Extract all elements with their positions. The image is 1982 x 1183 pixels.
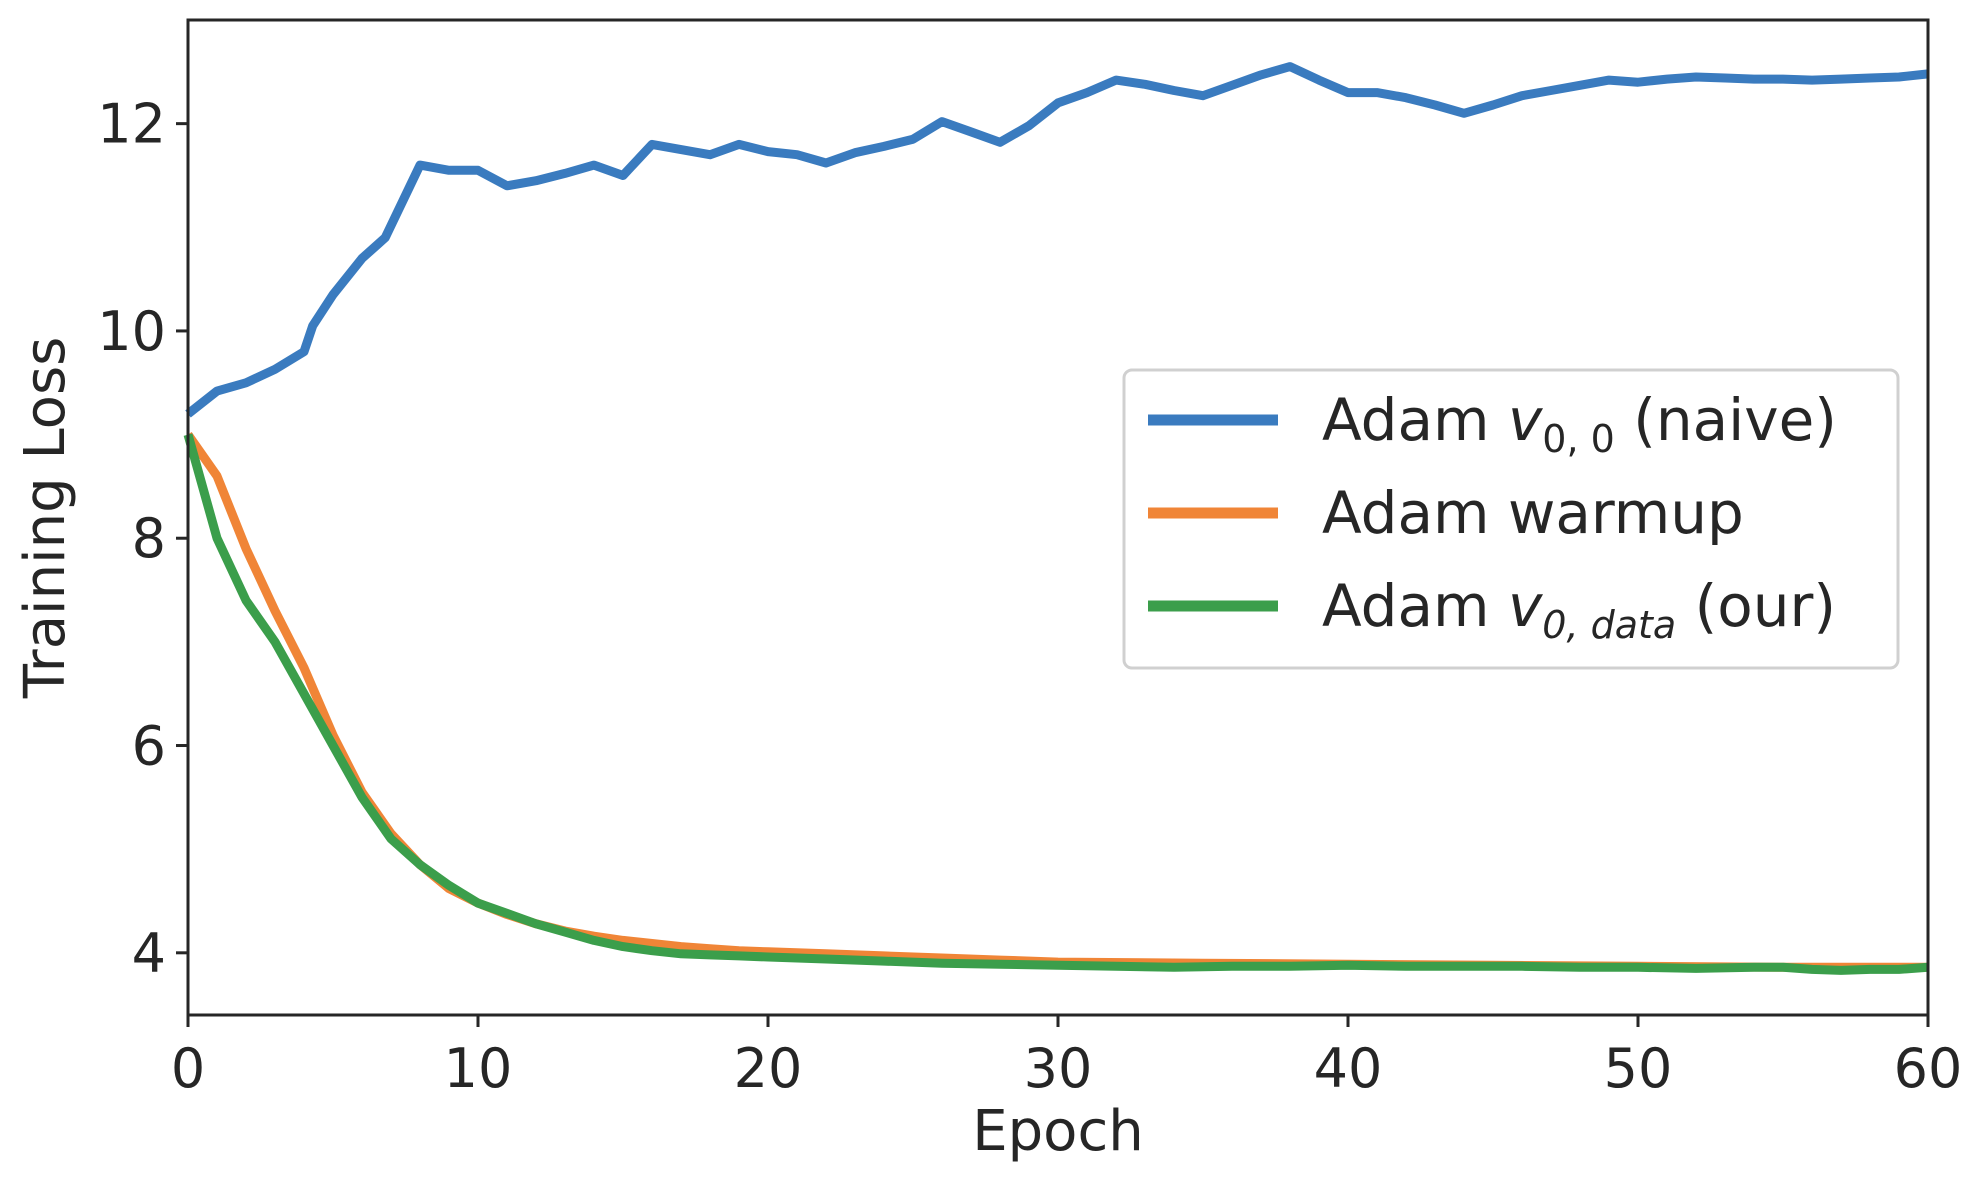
x-tick-label: 30 [1024, 1037, 1093, 1100]
series-line-1 [185, 62, 1929, 418]
legend-label-3: Adam v0, data (our) [1322, 572, 1836, 647]
legend-label-subscript: 0, data [1542, 603, 1676, 647]
x-tick-label: 50 [1604, 1037, 1673, 1100]
series-lines [183, 62, 1929, 975]
y-axis-label: Training Loss [13, 337, 78, 700]
x-tick-label: 40 [1314, 1037, 1383, 1100]
y-tick-label: 4 [132, 922, 166, 985]
legend-label-prefix: Adam warmup [1322, 479, 1744, 547]
legend-box [1122, 368, 1900, 670]
x-tick-label: 10 [444, 1037, 513, 1100]
x-tick-label: 20 [734, 1037, 803, 1100]
y-tick-label: 6 [132, 715, 166, 778]
y-tick-label: 12 [97, 93, 166, 156]
x-axis-ticks: 0 10 20 30 40 50 60 [171, 1015, 1963, 1100]
x-axis-label: Epoch [972, 1099, 1143, 1164]
x-tick-label: 60 [1894, 1037, 1963, 1100]
legend-label-suffix: (our) [1676, 572, 1836, 640]
legend-label-prefix: Adam [1322, 572, 1508, 640]
x-tick-label: 0 [171, 1037, 205, 1100]
y-tick-label: 8 [132, 507, 166, 570]
legend-label-subscript: 0, 0 [1542, 417, 1615, 461]
y-axis-ticks: 4 6 8 10 12 [97, 93, 188, 985]
legend-label-suffix: (naive) [1615, 386, 1837, 454]
y-tick-label: 10 [97, 300, 166, 363]
series-line-3 [183, 433, 1929, 975]
legend-label-1: Adam v0, 0 (naive) [1322, 386, 1837, 461]
legend-label-2: Adam warmup [1322, 479, 1744, 547]
legend-label-prefix: Adam [1322, 386, 1508, 454]
legend-label-variable: v [1508, 572, 1544, 640]
legend-label-variable: v [1508, 386, 1544, 454]
